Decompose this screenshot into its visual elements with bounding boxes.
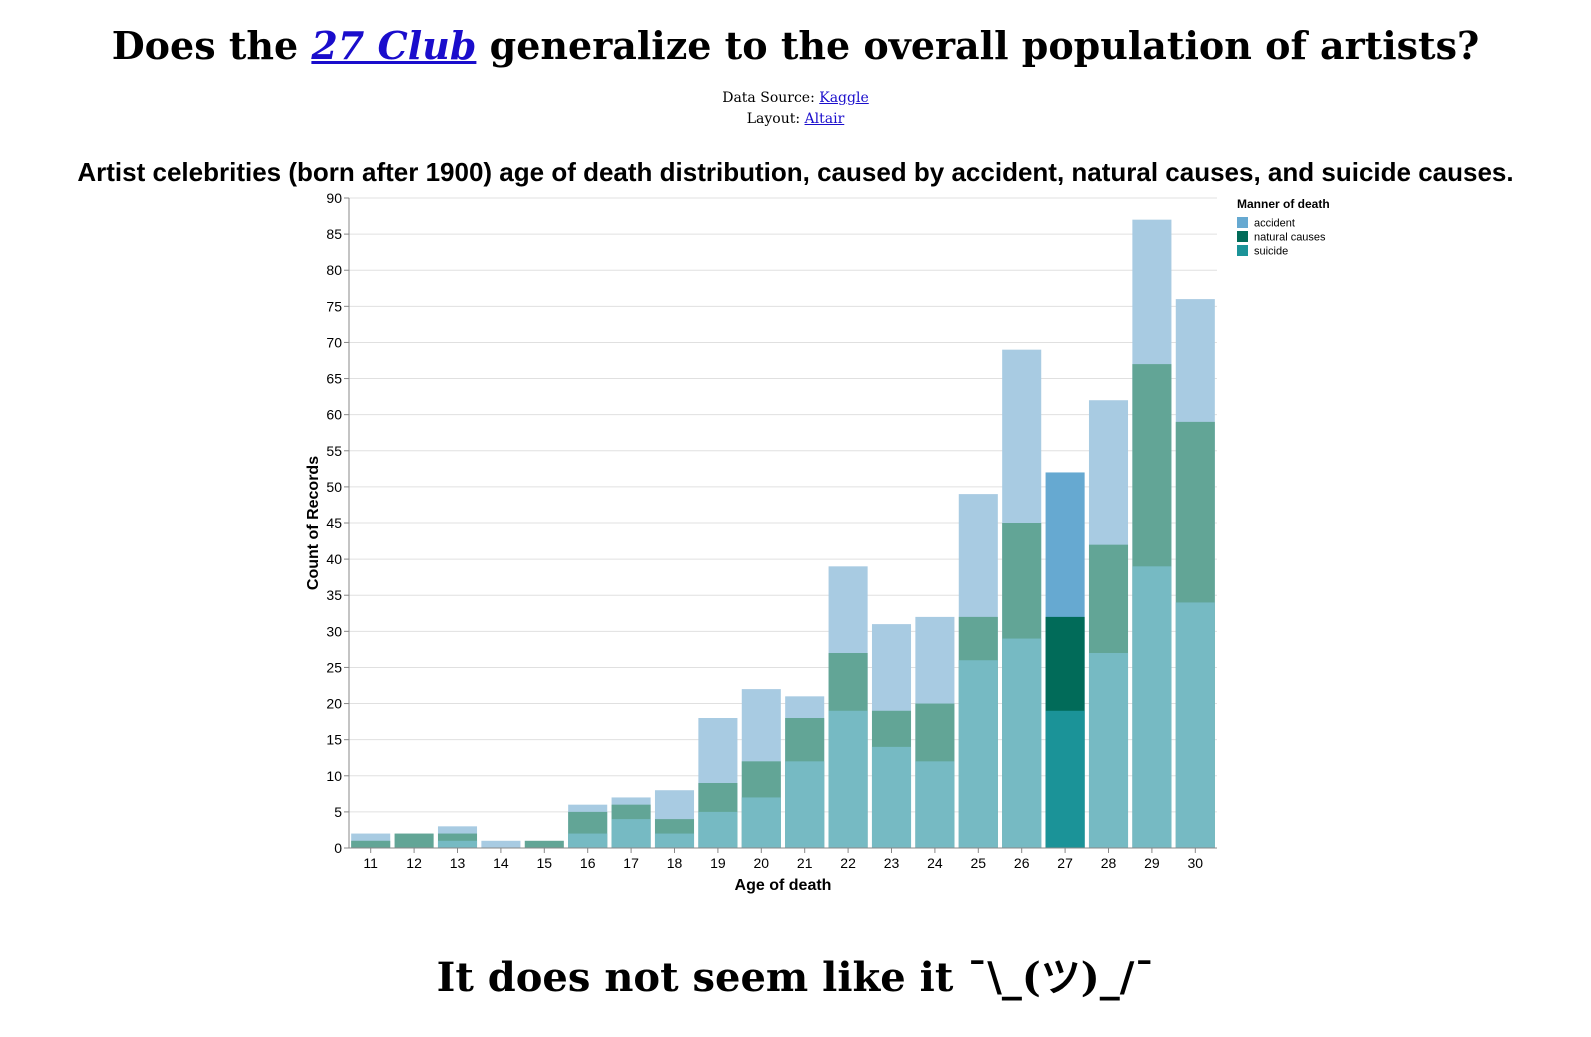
x-tick-label: 15 bbox=[537, 855, 553, 871]
bar-suicide-27 bbox=[1045, 710, 1085, 848]
bar-natural-causes-15 bbox=[524, 840, 564, 848]
y-tick-label: 75 bbox=[326, 298, 342, 314]
x-tick-label: 20 bbox=[754, 855, 770, 871]
title-suffix: generalize to the overall population of … bbox=[476, 23, 1480, 68]
x-tick-label: 27 bbox=[1057, 855, 1073, 871]
bar-suicide-25 bbox=[958, 660, 998, 848]
x-tick-label: 21 bbox=[797, 855, 813, 871]
x-tick-label: 19 bbox=[710, 855, 726, 871]
y-axis-title: Count of Records bbox=[305, 456, 322, 590]
altair-link[interactable]: Altair bbox=[804, 111, 845, 127]
x-tick-label: 30 bbox=[1188, 855, 1204, 871]
legend-label-accident: accident bbox=[1254, 218, 1295, 230]
x-axis-title: Age of death bbox=[735, 877, 832, 894]
bar-natural-causes-11 bbox=[351, 840, 391, 848]
bar-suicide-30 bbox=[1175, 602, 1215, 848]
bar-suicide-23 bbox=[871, 746, 912, 848]
y-tick-label: 25 bbox=[326, 659, 342, 675]
x-tick-label: 25 bbox=[971, 855, 987, 871]
y-tick-label: 30 bbox=[326, 623, 342, 639]
y-tick-label: 15 bbox=[326, 732, 342, 748]
bar-suicide-21 bbox=[785, 761, 825, 848]
bar-suicide-16 bbox=[568, 833, 608, 848]
bar-suicide-18 bbox=[654, 833, 695, 848]
x-tick-label: 12 bbox=[406, 855, 422, 871]
x-tick-label: 17 bbox=[623, 855, 639, 871]
y-tick-label: 10 bbox=[326, 768, 342, 784]
bar-suicide-20 bbox=[741, 797, 781, 848]
x-tick-label: 11 bbox=[363, 855, 378, 871]
chart-title: Artist celebrities (born after 1900) age… bbox=[77, 157, 1514, 187]
sources-block: Data Source: Kaggle Layout: Altair bbox=[0, 88, 1591, 130]
x-tick-label: 29 bbox=[1144, 855, 1160, 871]
title-prefix: Does the bbox=[111, 23, 312, 68]
x-tick-label: 22 bbox=[840, 855, 856, 871]
y-tick-label: 55 bbox=[326, 443, 342, 459]
x-tick-label: 16 bbox=[580, 855, 596, 871]
x-tick-label: 14 bbox=[493, 855, 509, 871]
27-club-link[interactable]: 27 Club bbox=[311, 23, 477, 68]
data-source-label: Data Source: bbox=[722, 90, 820, 106]
y-tick-label: 60 bbox=[326, 407, 342, 423]
y-tick-label: 90 bbox=[326, 190, 342, 206]
x-tick-label: 13 bbox=[450, 855, 466, 871]
y-tick-label: 20 bbox=[326, 696, 342, 712]
bar-natural-causes-12 bbox=[394, 833, 434, 848]
y-tick-label: 0 bbox=[334, 840, 342, 856]
y-tick-label: 40 bbox=[326, 551, 342, 567]
legend-swatch-suicide bbox=[1237, 245, 1248, 256]
bar-suicide-26 bbox=[1002, 638, 1042, 848]
x-tick-label: 23 bbox=[884, 855, 900, 871]
x-tick-label: 24 bbox=[927, 855, 943, 871]
kaggle-link[interactable]: Kaggle bbox=[819, 90, 869, 106]
bar-suicide-24 bbox=[915, 761, 955, 848]
bar-suicide-17 bbox=[611, 819, 651, 848]
legend-label-natural-causes: natural causes bbox=[1254, 232, 1326, 244]
bar-suicide-22 bbox=[828, 710, 868, 848]
y-tick-label: 85 bbox=[326, 226, 342, 242]
bar-suicide-19 bbox=[698, 811, 738, 848]
y-tick-label: 45 bbox=[326, 515, 342, 531]
y-tick-label: 70 bbox=[326, 334, 342, 350]
y-tick-label: 65 bbox=[326, 371, 342, 387]
page-title: Does the 27 Club generalize to the overa… bbox=[0, 18, 1591, 74]
chart: 0 5 10 15 20 25 30 35 40 45 50 55 60 65 70 75 80 85 90 11 12… bbox=[305, 190, 1330, 894]
legend-swatch-accident bbox=[1237, 217, 1248, 228]
legend-swatch-natural-causes bbox=[1237, 231, 1248, 242]
x-tick-label: 18 bbox=[667, 855, 683, 871]
data-source-line: Data Source: Kaggle bbox=[0, 88, 1591, 109]
y-tick-label: 50 bbox=[326, 479, 342, 495]
layout-line: Layout: Altair bbox=[0, 109, 1591, 130]
bar-accident-14 bbox=[481, 840, 521, 848]
bar-suicide-28 bbox=[1088, 653, 1129, 848]
conclusion-text: It does not seem like it ¯\_(ツ)_/¯ bbox=[436, 954, 1155, 1001]
bar-suicide-13 bbox=[437, 840, 478, 848]
layout-label: Layout: bbox=[746, 111, 805, 127]
legend-label-suicide: suicide bbox=[1254, 246, 1288, 258]
y-tick-label: 80 bbox=[326, 262, 342, 278]
y-tick-label: 5 bbox=[334, 804, 342, 820]
legend-title: Manner of death bbox=[1237, 197, 1330, 211]
x-tick-label: 28 bbox=[1101, 855, 1117, 871]
x-tick-label: 26 bbox=[1014, 855, 1030, 871]
y-tick-label: 35 bbox=[326, 587, 342, 603]
bar-suicide-29 bbox=[1132, 566, 1172, 848]
